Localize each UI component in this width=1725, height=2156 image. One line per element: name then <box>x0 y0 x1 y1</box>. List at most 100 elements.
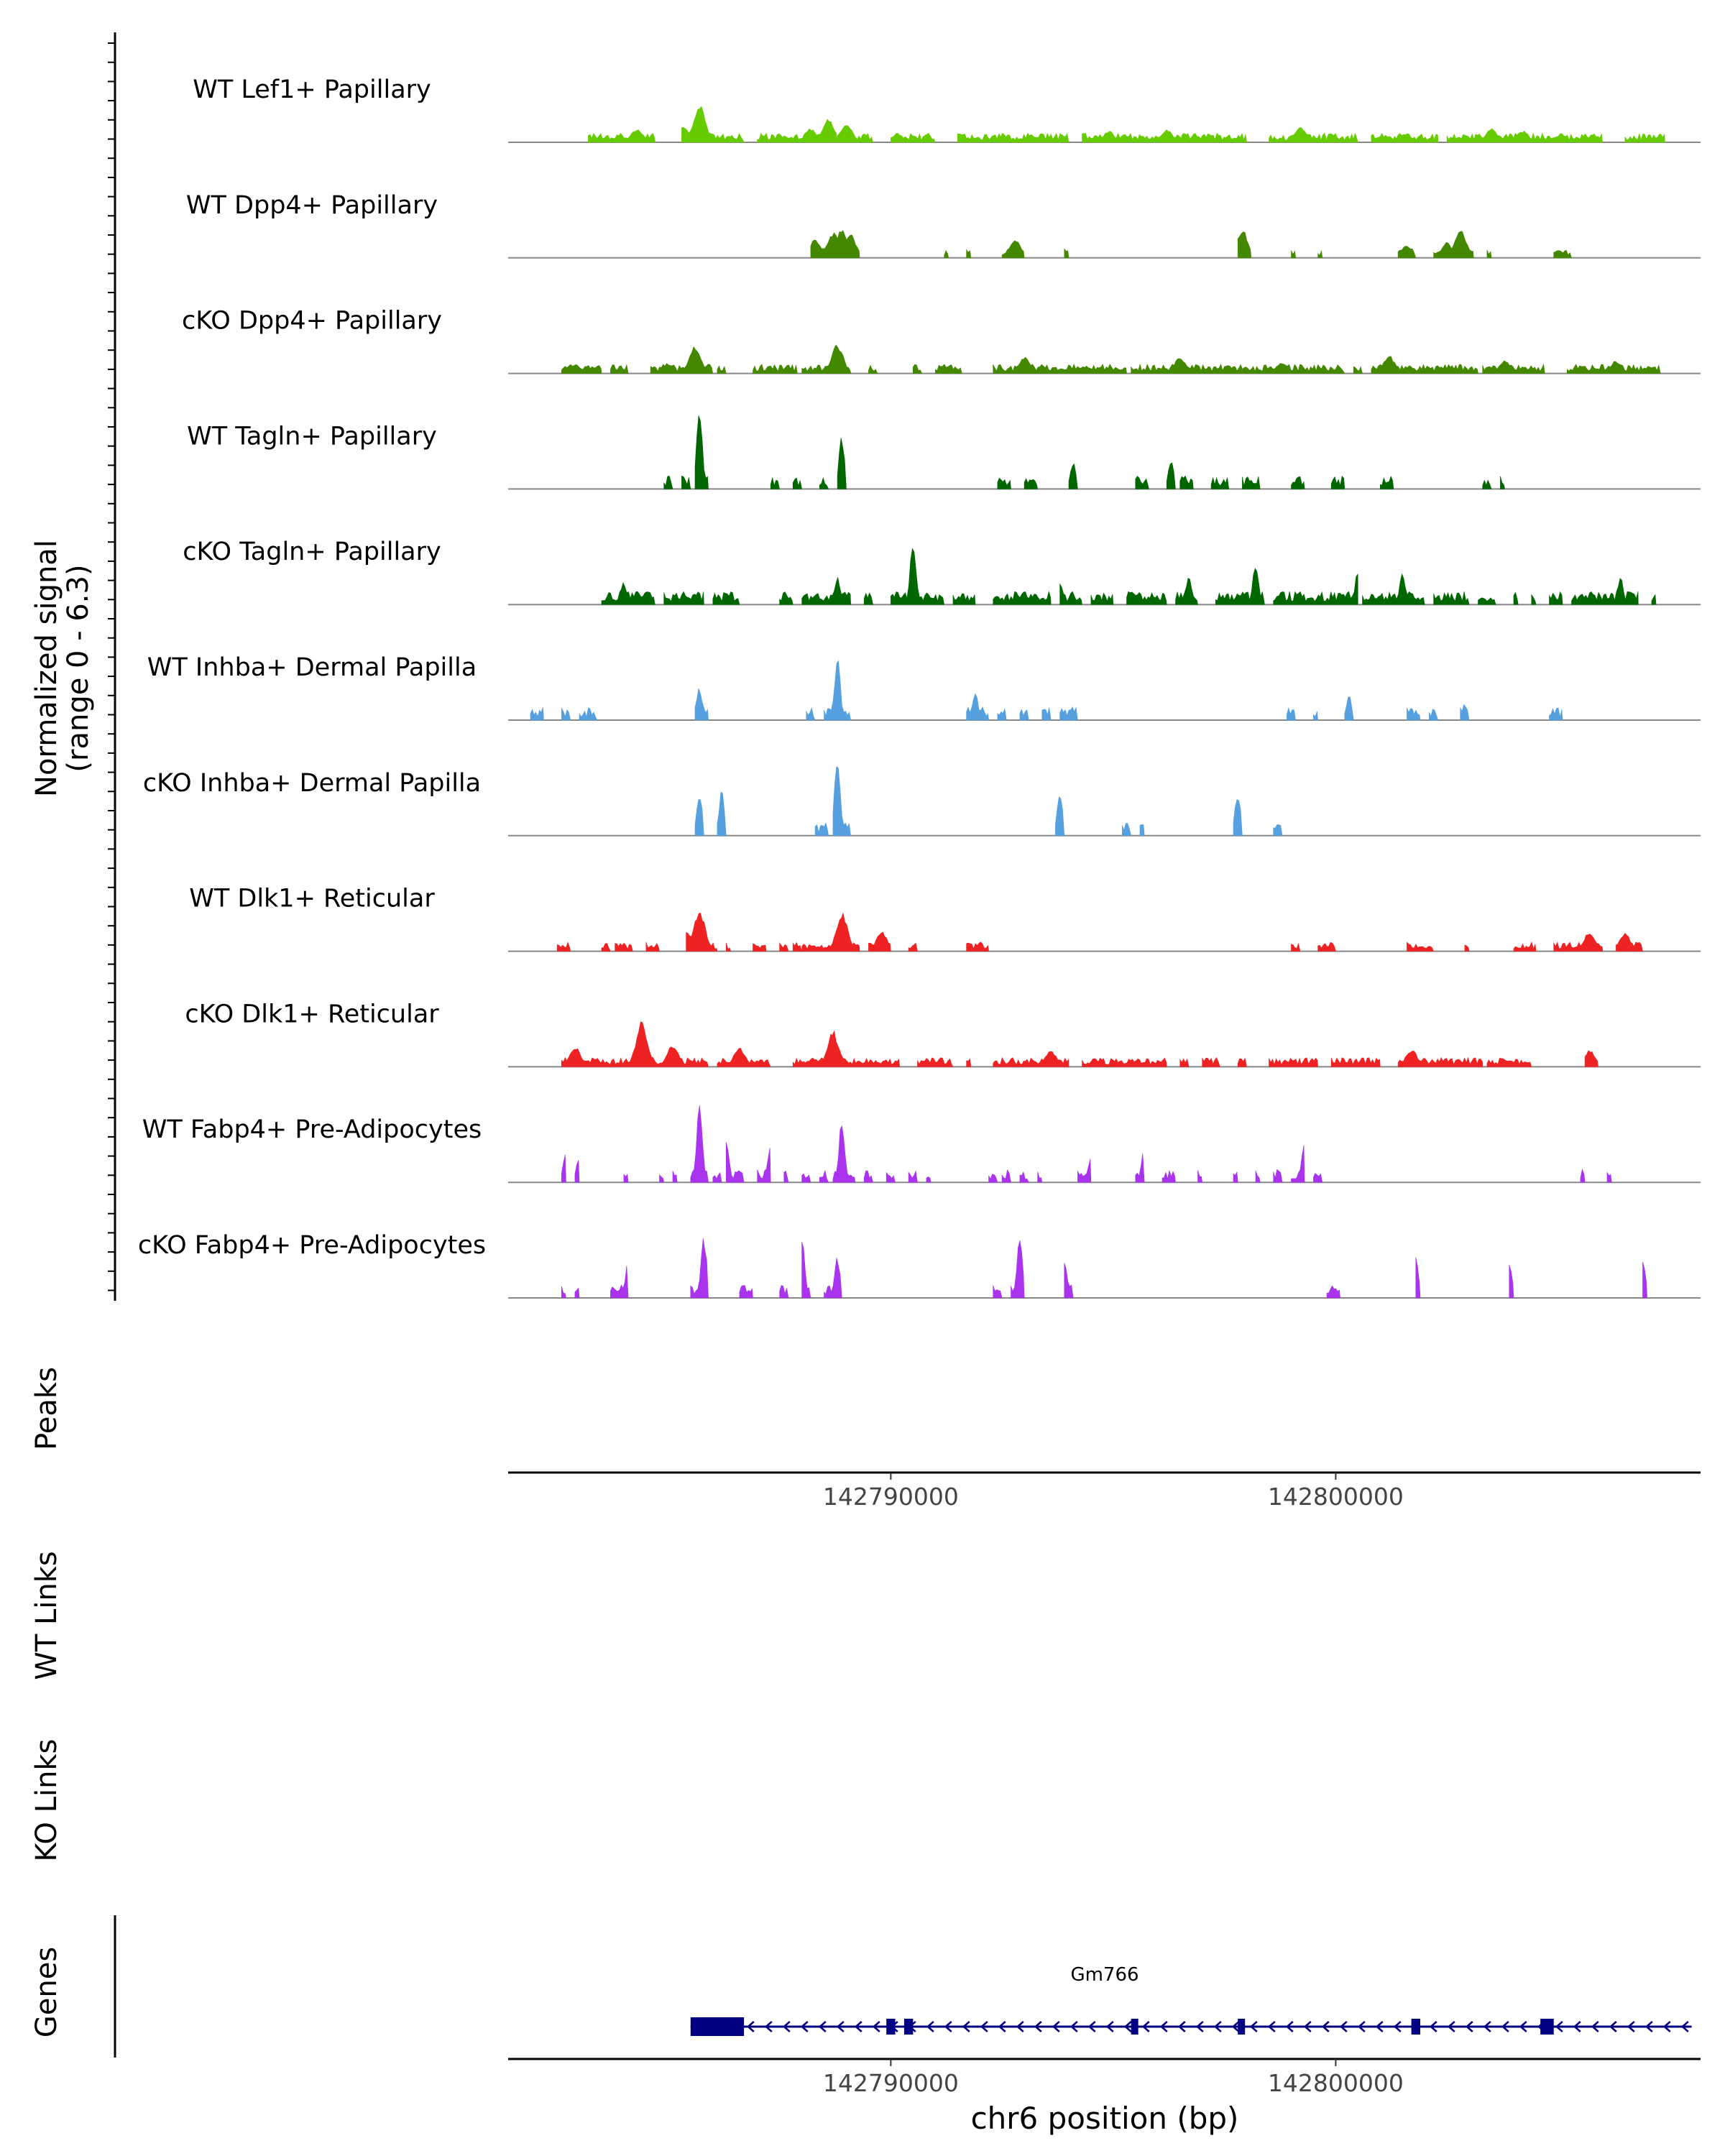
coverage-area <box>690 1105 709 1183</box>
coverage-area <box>988 1174 998 1183</box>
x-tick-label: 142790000 <box>823 1483 959 1511</box>
coverage-area <box>1059 706 1078 721</box>
coverage-area <box>1362 573 1425 605</box>
coverage-area <box>993 356 1127 374</box>
track-3: cKO Dpp4+ Papillary <box>182 307 1701 374</box>
strand-arrow <box>1105 2021 1114 2032</box>
signal-axis-label-line1: Normalized signal <box>30 540 63 797</box>
coverage-area <box>1513 941 1537 952</box>
track-5: cKO Tagln+ Papillary <box>183 538 1701 606</box>
coverage-area <box>1019 709 1029 721</box>
coverage-area <box>1482 479 1492 489</box>
coverage-area <box>1215 568 1265 605</box>
coverage-area <box>1330 475 1346 489</box>
coverage-area <box>1606 1171 1612 1183</box>
coverage-area <box>757 1148 771 1183</box>
coverage-area <box>1531 594 1537 605</box>
coverage-area <box>1291 250 1297 259</box>
coverage-area <box>1166 462 1176 489</box>
coverage-area <box>1037 1171 1043 1183</box>
ko-links-panel-label: KO Links <box>30 1739 63 1862</box>
strand-arrow <box>1285 2021 1294 2032</box>
coverage-area <box>690 1238 709 1299</box>
coverage-area <box>1233 799 1243 837</box>
coverage-area <box>792 1030 901 1067</box>
coverage-area <box>561 1021 709 1067</box>
coverage-area <box>819 476 829 489</box>
coverage-area <box>824 1258 842 1299</box>
strand-arrow <box>1249 2021 1258 2032</box>
track-label: WT Tagln+ Papillary <box>187 422 437 451</box>
coverage-area <box>574 1160 580 1183</box>
coverage-area <box>1291 943 1301 952</box>
strand-arrow <box>926 2021 934 2032</box>
strand-arrow <box>818 2021 827 2032</box>
coverage-area <box>993 591 1052 605</box>
coverage-area <box>717 1047 771 1067</box>
coverage-area <box>1197 1170 1203 1183</box>
track-7: cKO Inhba+ Dermal Papilla <box>143 765 1701 837</box>
coverage-area <box>779 942 789 952</box>
coverage-area <box>1397 246 1417 259</box>
coverage-area <box>663 475 673 489</box>
strand-arrow <box>746 2021 755 2032</box>
gene-exon <box>886 2019 896 2035</box>
track-8: WT Dlk1+ Reticular <box>189 885 1701 952</box>
strand-arrow <box>980 2021 988 2032</box>
strand-arrow <box>1501 2021 1509 2032</box>
coverage-area <box>1059 583 1082 605</box>
coverage-area <box>917 1057 954 1067</box>
coverage-area <box>952 593 976 605</box>
strand-arrow <box>1662 2021 1671 2032</box>
coverage-area <box>997 477 1011 489</box>
strand-arrow <box>1447 2021 1455 2032</box>
coverage-area <box>1553 249 1572 259</box>
track-11: cKO Fabp4+ Pre-Adipocytes <box>138 1231 1701 1299</box>
coverage-area <box>1233 1171 1238 1183</box>
coverage-area <box>837 125 873 143</box>
coverage-area <box>681 106 745 143</box>
coverage-area <box>819 1170 829 1183</box>
coverage-area <box>908 1170 918 1183</box>
x-tick-label: 142790000 <box>823 2069 959 2097</box>
coverage-area <box>868 364 878 374</box>
x-tick-label: 142800000 <box>1268 2069 1404 2097</box>
coverage-area <box>801 1173 811 1183</box>
coverage-area <box>561 364 602 374</box>
coverage-area <box>561 707 571 721</box>
strand-arrow <box>1357 2021 1366 2032</box>
coverage-area <box>753 364 798 374</box>
gene-exon <box>1131 2019 1138 2035</box>
coverage-area <box>650 346 714 374</box>
gene-label: Gm766 <box>1070 1964 1138 1986</box>
coverage-area <box>645 941 660 952</box>
coverage-area <box>1549 591 1563 605</box>
coverage-area <box>694 688 709 721</box>
coverage-area <box>1041 707 1052 721</box>
strand-arrow <box>1555 2021 1563 2032</box>
strand-arrow <box>1034 2021 1042 2032</box>
coverage-area <box>913 364 923 374</box>
strand-arrow <box>800 2021 809 2032</box>
coverage-area <box>561 1286 566 1299</box>
track-label: WT Dlk1+ Reticular <box>189 885 435 913</box>
track-6: WT Inhba+ Dermal Papilla <box>147 653 1701 721</box>
coverage-area <box>1242 476 1261 489</box>
strand-arrow <box>1339 2021 1348 2032</box>
coverage-area <box>1371 356 1478 374</box>
coverage-area <box>792 477 802 489</box>
peaks-x-axis-ticks: 142790000 142800000 <box>823 1473 1404 1511</box>
coverage-area <box>1090 592 1114 605</box>
strand-arrow <box>872 2021 880 2032</box>
coverage-area <box>610 364 629 374</box>
coverage-area <box>1353 366 1363 374</box>
coverage-area <box>770 477 780 489</box>
coverage-area <box>1433 231 1474 259</box>
genes-panel-label: Genes <box>30 1947 63 2037</box>
strand-arrow <box>1483 2021 1491 2032</box>
strand-arrow <box>1052 2021 1060 2032</box>
coverage-area <box>623 1174 629 1183</box>
coverage-area <box>1082 1057 1167 1067</box>
coverage-area <box>579 707 598 721</box>
coverage-area <box>601 581 656 605</box>
